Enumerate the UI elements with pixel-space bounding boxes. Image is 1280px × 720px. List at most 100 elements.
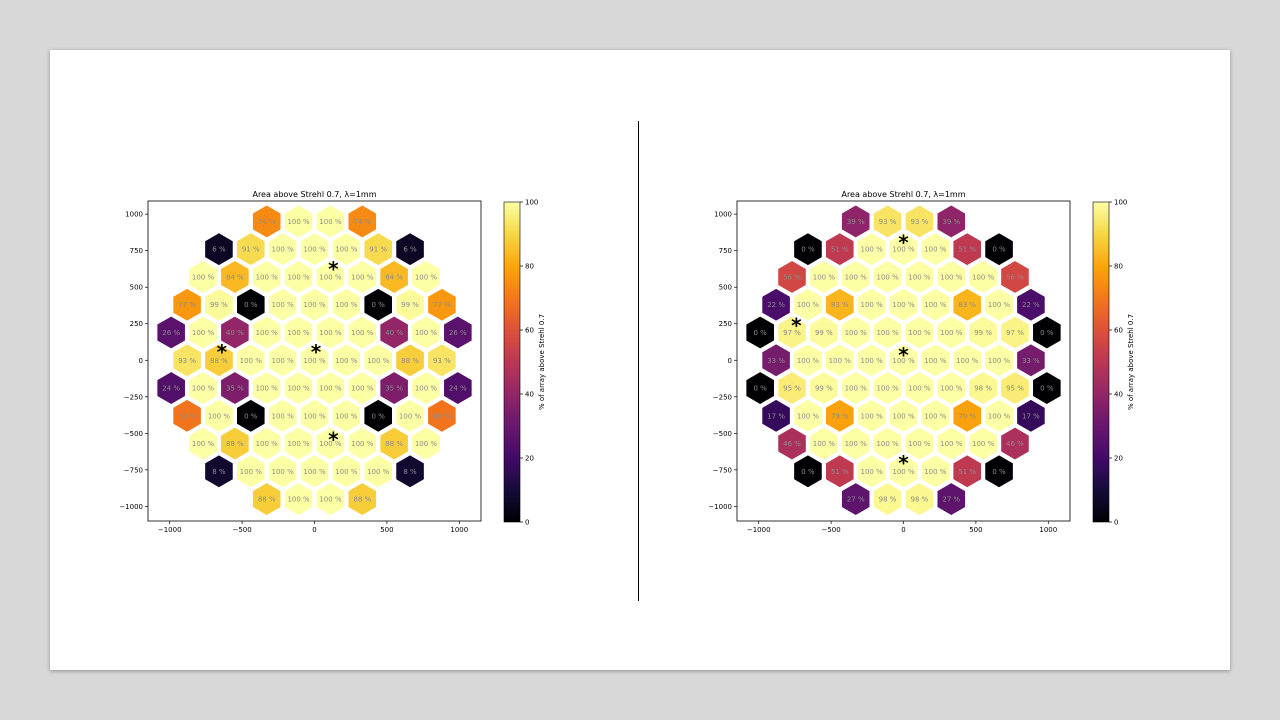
- hex-value-label: 17 %: [767, 412, 785, 420]
- hex-cell: [237, 455, 265, 488]
- hex-cell: [252, 205, 281, 238]
- y-tick-label: 1000: [714, 211, 732, 219]
- hex-cell: [810, 316, 838, 349]
- hex-value-label: 51 %: [831, 468, 849, 476]
- hex-cell: [428, 344, 456, 377]
- hex-value-label: 100 %: [319, 385, 342, 393]
- hex-value-label: 100 %: [335, 468, 358, 476]
- hex-value-label: 100 %: [972, 273, 995, 281]
- y-tick-label: −500: [713, 430, 732, 438]
- hex-cell: [380, 372, 408, 404]
- hex-value-label: 51 %: [831, 246, 849, 254]
- hex-cell: [396, 399, 424, 432]
- y-tick-label: −500: [124, 430, 143, 438]
- hex-value-label: 100 %: [813, 440, 836, 448]
- hex-value-label: 0 %: [992, 246, 1006, 254]
- hex-cell: [841, 483, 870, 516]
- hex-value-label: 100 %: [988, 412, 1011, 420]
- hex-value-label: 100 %: [940, 329, 963, 337]
- hex-value-label: 100 %: [924, 468, 947, 476]
- hex-value-label: 51 %: [958, 246, 976, 254]
- hex-cell: [205, 344, 233, 377]
- hex-cell: [268, 288, 297, 321]
- hex-cell: [826, 399, 854, 432]
- hex-value-label: 33 %: [767, 357, 785, 365]
- hex-cell: [300, 344, 329, 377]
- hex-value-label: 77 %: [433, 301, 451, 309]
- hex-value-label: 100 %: [287, 273, 310, 281]
- hex-value-label: 8 %: [403, 468, 417, 476]
- x-tick-label: −1000: [158, 526, 182, 534]
- hex-value-label: 24 %: [162, 385, 180, 393]
- hex-cell: [332, 455, 361, 488]
- hex-cell: [841, 372, 870, 404]
- hex-cell: [300, 233, 329, 266]
- hex-cell: [300, 399, 329, 432]
- hex-cell: [1001, 372, 1029, 404]
- hex-value-label: 100 %: [908, 385, 931, 393]
- hex-value-label: 100 %: [861, 468, 884, 476]
- hex-value-label: 100 %: [240, 357, 263, 365]
- hex-cell: [937, 483, 966, 516]
- hex-cell: [1033, 372, 1061, 404]
- hex-value-label: 39 %: [942, 218, 960, 226]
- hex-cell: [905, 316, 934, 349]
- hex-value-label: 83 %: [958, 301, 976, 309]
- hex-value-label: 100 %: [192, 385, 215, 393]
- hex-cell: [985, 344, 1013, 377]
- hex-value-label: 6 %: [403, 246, 417, 254]
- hex-value-label: 95 %: [1006, 385, 1024, 393]
- hex-cell: [316, 483, 345, 516]
- hex-value-label: 100 %: [287, 385, 310, 393]
- hex-cell: [284, 372, 313, 404]
- hex-value-label: 93 %: [911, 218, 929, 226]
- x-tick-label: 1000: [1039, 526, 1057, 534]
- hex-cell: [332, 344, 361, 377]
- hex-value-label: 35 %: [226, 385, 244, 393]
- hex-cell: [778, 316, 806, 349]
- hex-cell: [221, 261, 249, 293]
- hex-cell: [316, 316, 345, 349]
- hex-cell: [205, 455, 233, 488]
- hex-value-label: 88 %: [210, 357, 228, 365]
- slide: Area above Strehl 0.7, λ=1mm 74 % 100 % 100…: [50, 50, 1230, 670]
- hex-value-label: 100 %: [272, 357, 295, 365]
- hex-cell: [937, 372, 966, 404]
- hex-cell: [889, 344, 918, 377]
- hex-cell: [762, 344, 790, 377]
- hex-cell: [889, 288, 918, 321]
- hex-value-label: 100 %: [287, 329, 310, 337]
- hex-cell: [284, 483, 313, 516]
- hex-cell: [396, 344, 424, 377]
- hex-value-label: 0 %: [753, 385, 767, 393]
- hex-value-label: 93 %: [879, 218, 897, 226]
- hex-cell: [937, 427, 966, 460]
- hex-cell: [841, 261, 870, 293]
- hex-cell: [332, 288, 361, 321]
- hex-cell: [921, 455, 950, 488]
- hex-value-label: 100 %: [988, 301, 1011, 309]
- hex-value-label: 100 %: [797, 301, 820, 309]
- y-tick-label: 1000: [125, 211, 143, 219]
- hex-value-label: 100 %: [319, 496, 342, 504]
- hex-cell: [1017, 288, 1045, 321]
- hex-value-label: 100 %: [924, 412, 947, 420]
- hex-value-label: 98 %: [974, 385, 992, 393]
- hex-value-label: 100 %: [303, 468, 326, 476]
- hex-value-label: 100 %: [272, 412, 295, 420]
- y-tick-label: 0: [728, 357, 732, 365]
- hex-value-label: 46 %: [1006, 440, 1024, 448]
- hex-cell: [937, 316, 966, 349]
- y-tick-label: 250: [719, 320, 732, 328]
- star-marker-icon: *: [898, 451, 909, 475]
- hex-cell: [205, 399, 233, 432]
- hex-value-label: 88 %: [258, 496, 276, 504]
- hex-cell: [794, 455, 822, 488]
- star-marker-icon: *: [791, 314, 802, 338]
- hex-cell: [444, 316, 472, 349]
- hex-value-label: 79 %: [831, 412, 849, 420]
- colorbar-tick-label: 40: [525, 391, 534, 399]
- hex-cell: [841, 427, 870, 460]
- hex-value-label: 100 %: [892, 246, 915, 254]
- hex-cell: [1017, 399, 1045, 432]
